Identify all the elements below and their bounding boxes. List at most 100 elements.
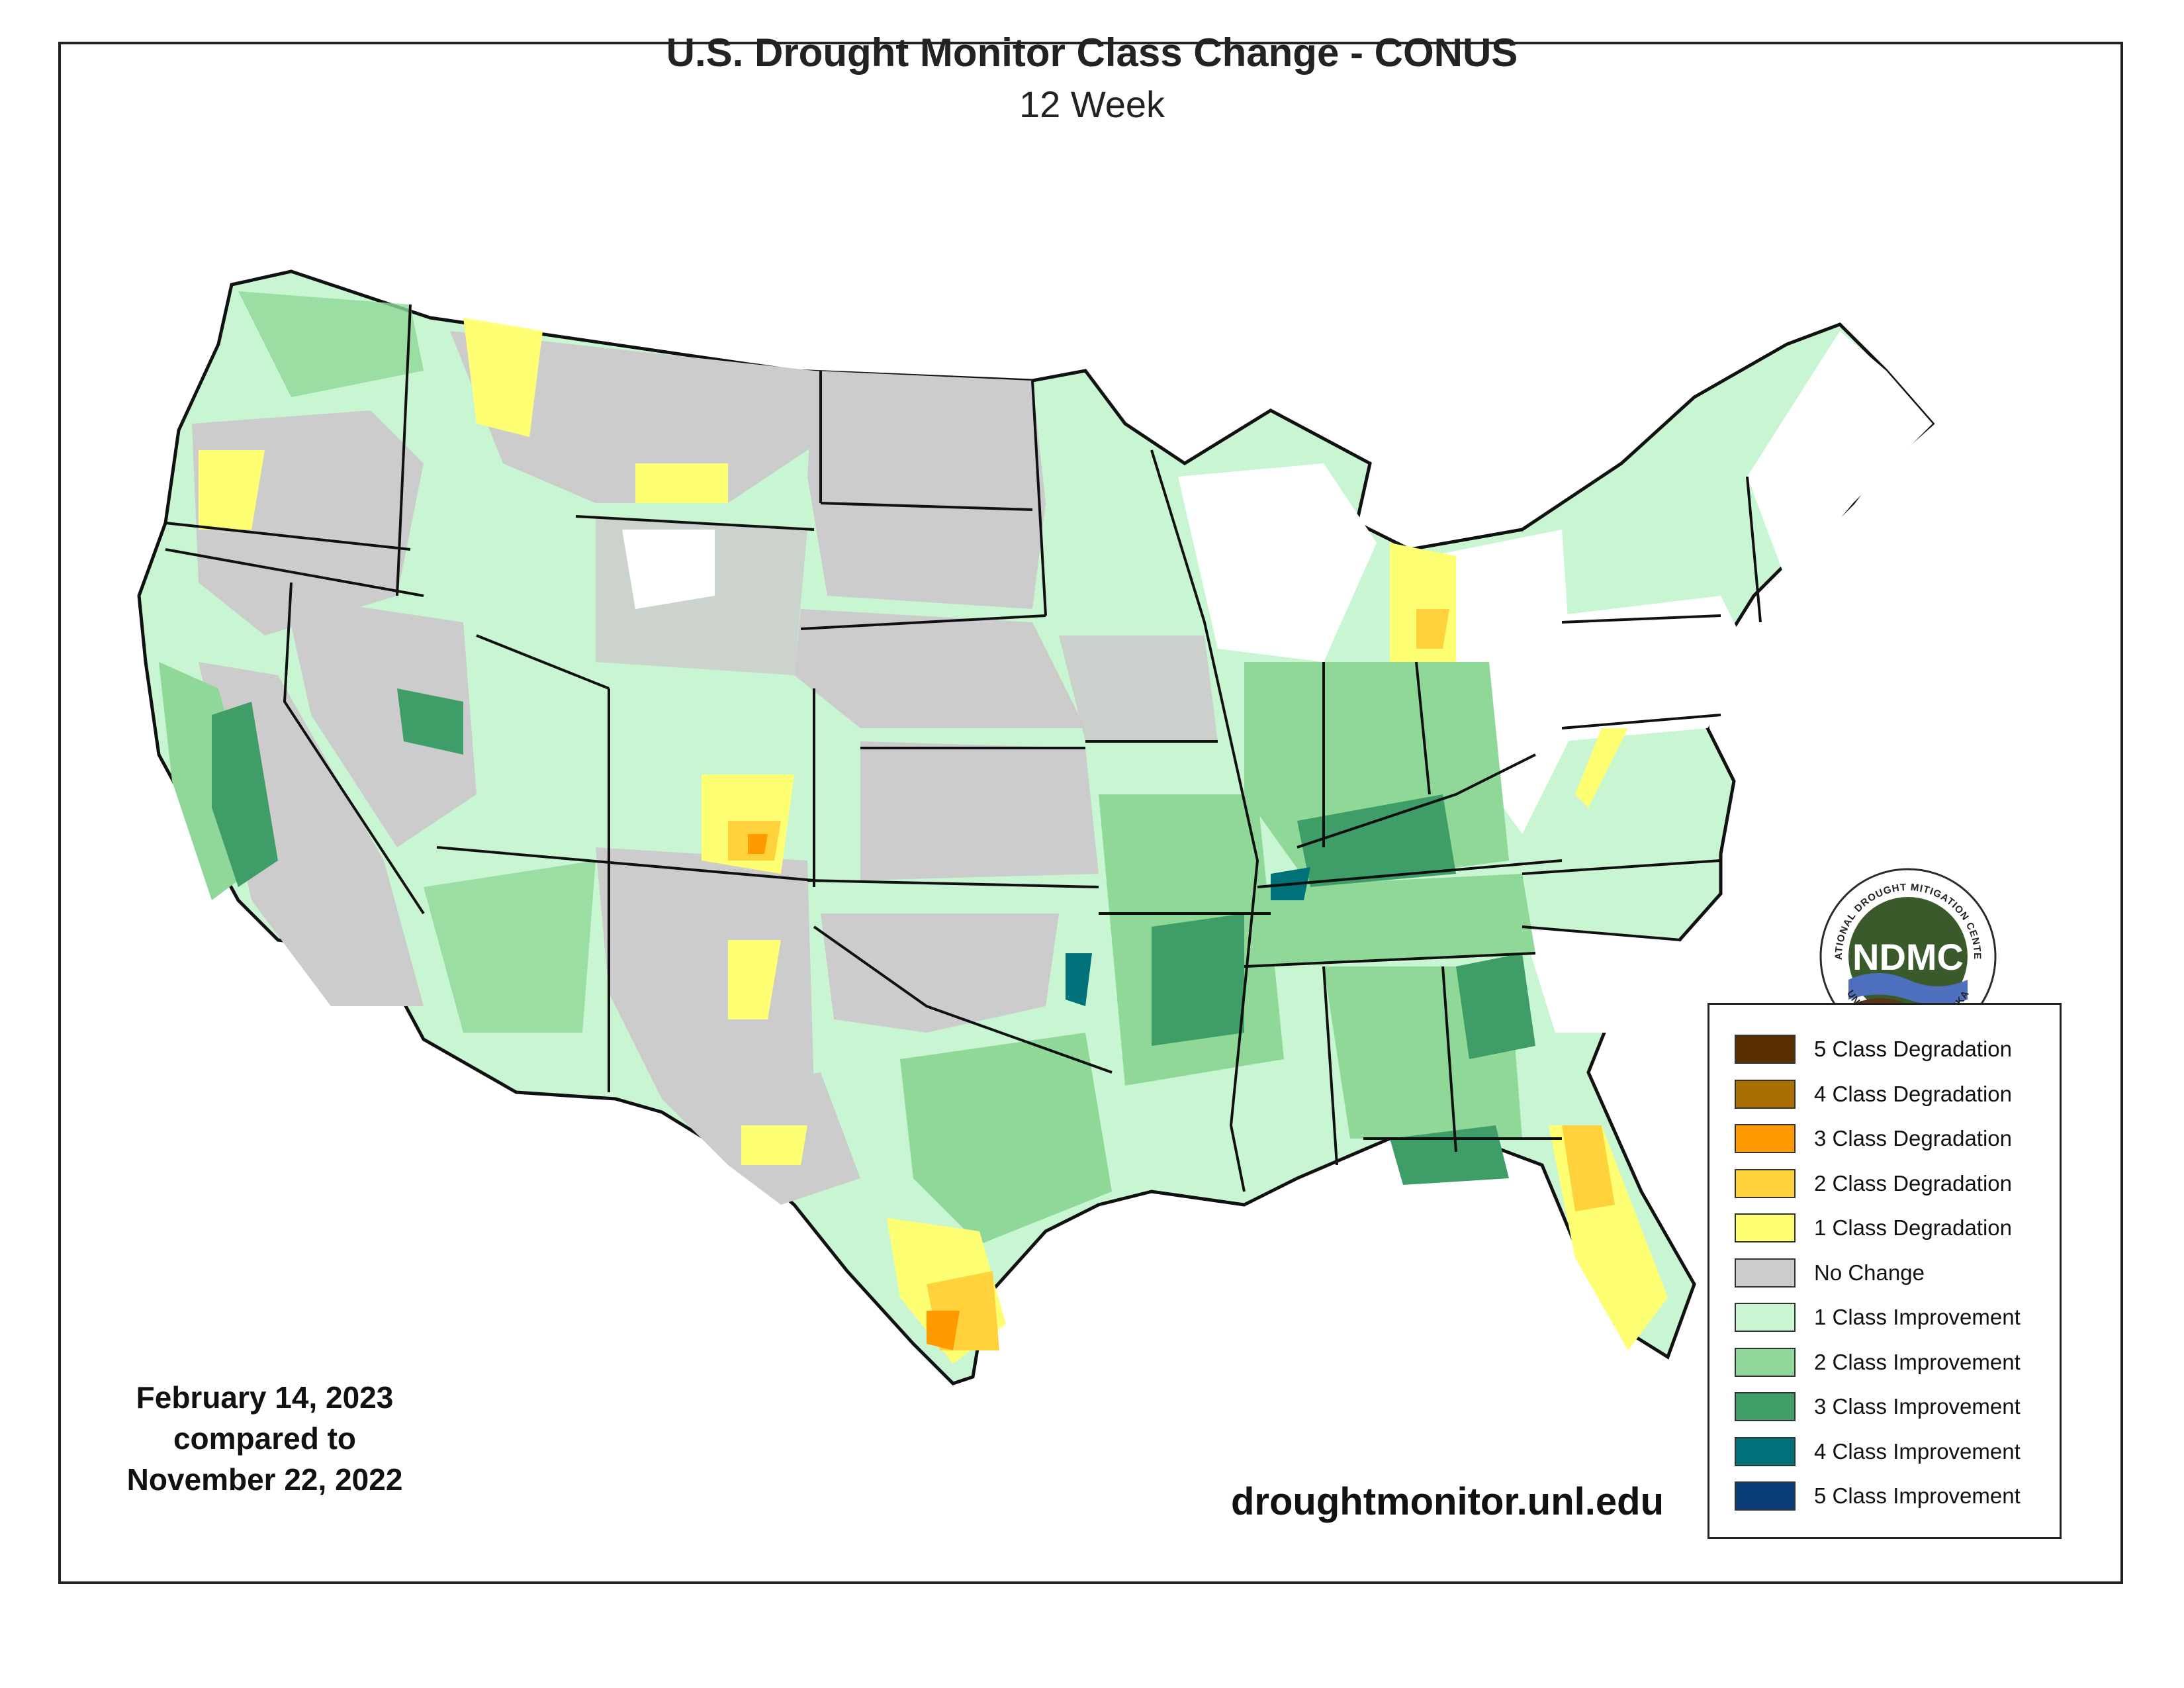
- legend-item-no-change: No Change: [1735, 1255, 1925, 1291]
- legend-swatch: [1735, 1437, 1796, 1466]
- boundary-4corners-ew: [436, 846, 815, 882]
- no-change-nebraska: [794, 609, 1085, 728]
- white-ohio-valley: [1430, 530, 1575, 834]
- deg1-oregon: [199, 450, 265, 530]
- boundary-pa-ny: [1561, 614, 1721, 624]
- date-previous: November 22, 2022: [126, 1462, 403, 1497]
- boundary-nc-sc: [1522, 925, 1682, 941]
- no-change-montana: [450, 331, 827, 503]
- state-boundaries: [165, 304, 1762, 1192]
- legend-item-deg5: 5 Class Degradation: [1735, 1031, 2012, 1067]
- logo-water: [1848, 973, 1968, 1005]
- white-carolinas: [1522, 927, 1681, 1033]
- no-change-new-mexico: [596, 847, 814, 1099]
- legend-label: 1 Class Degradation: [1814, 1215, 2012, 1240]
- legend-label: 2 Class Improvement: [1814, 1350, 2021, 1374]
- legend-label: 5 Class Degradation: [1814, 1037, 2012, 1061]
- legend-swatch: [1735, 1169, 1796, 1198]
- deg1-montana: [463, 318, 543, 437]
- deg1-texas-trans-pecos: [741, 1125, 807, 1165]
- legend-label: 3 Class Improvement: [1814, 1394, 2021, 1419]
- legend-swatch: [1735, 1303, 1796, 1332]
- legend-label: No Change: [1814, 1260, 1925, 1285]
- legend-label: 1 Class Improvement: [1814, 1305, 2021, 1329]
- no-change-kansas: [860, 741, 1099, 880]
- legend-item-imp2: 2 Class Improvement: [1735, 1344, 2021, 1380]
- imp2-arizona: [424, 861, 596, 1033]
- logo-text: NDMC: [1852, 936, 1964, 978]
- boundary-tn-south: [1244, 952, 1536, 968]
- legend-swatch: [1735, 1258, 1796, 1288]
- deg3-south-texas: [927, 1311, 960, 1350]
- legend-swatch: [1735, 1348, 1796, 1377]
- no-change-oklahoma: [821, 914, 1059, 1033]
- legend: 5 Class Degradation 4 Class Degradation …: [1707, 1003, 2062, 1539]
- website-link[interactable]: droughtmonitor.unl.edu: [1231, 1480, 1664, 1523]
- legend-label: 2 Class Degradation: [1814, 1171, 2012, 1196]
- boundary-ok-tx: [813, 925, 1113, 1074]
- legend-item-imp3: 3 Class Improvement: [1735, 1389, 2021, 1425]
- comparison-dates: February 14, 2023 compared to November 2…: [40, 1377, 490, 1500]
- boundary-id-west: [396, 304, 412, 596]
- deg2-michigan: [1416, 609, 1449, 649]
- deg3-colorado: [748, 834, 768, 854]
- boundary-mississippi-river: [1203, 622, 1259, 1192]
- deg1-wyoming: [635, 463, 728, 503]
- white-regions: [622, 331, 1933, 1033]
- legend-item-imp1: 1 Class Improvement: [1735, 1299, 2021, 1335]
- boundary-ca-nv: [283, 582, 425, 915]
- no-change-dakotas: [807, 371, 1046, 609]
- deg2-florida: [1562, 1125, 1615, 1211]
- deg1-west-virginia: [1575, 728, 1628, 808]
- deg1-new-mexico: [728, 940, 781, 1019]
- white-wyoming-spot: [622, 530, 715, 609]
- no-change-iowa: [1059, 635, 1218, 741]
- imp3-panhandle: [1390, 1125, 1509, 1185]
- legend-swatch: [1735, 1080, 1796, 1109]
- map-title: U.S. Drought Monitor Class Change - CONU…: [666, 30, 1518, 75]
- no-change-great-basin: [285, 596, 477, 847]
- imp3-arkansas: [1152, 914, 1244, 1046]
- white-new-england: [1747, 331, 1933, 583]
- imp2-washington: [238, 291, 424, 397]
- legend-swatch: [1735, 1392, 1796, 1421]
- boundary-wi-mn: [1150, 449, 1206, 623]
- boundary-ms-al: [1322, 966, 1338, 1166]
- boundary-al-ga: [1441, 966, 1457, 1152]
- legend-swatch: [1735, 1124, 1796, 1153]
- boundary-new-england: [1746, 476, 1762, 623]
- boundary-pa-south: [1561, 714, 1721, 729]
- legend-label: 4 Class Degradation: [1814, 1082, 2012, 1106]
- imp2-tennessee: [1257, 874, 1535, 966]
- boundary-in-oh: [1415, 661, 1431, 795]
- improvement-3-regions: [212, 688, 1535, 1185]
- boundary-dakotas-mn: [1031, 380, 1047, 616]
- legend-label: 4 Class Improvement: [1814, 1439, 2021, 1464]
- degradation-3-regions: [748, 834, 960, 1350]
- imp3-kentucky: [1297, 794, 1456, 887]
- legend-item-deg2: 2 Class Degradation: [1735, 1166, 2012, 1201]
- date-compared-to: compared to: [173, 1421, 357, 1456]
- boundary-ut-north: [476, 634, 610, 690]
- no-change-regions: [192, 331, 1218, 1205]
- boundary-sd-ne: [800, 614, 1046, 630]
- legend-item-imp5: 5 Class Improvement: [1735, 1478, 2021, 1514]
- legend-swatch: [1735, 1213, 1796, 1243]
- imp2-texas: [900, 1033, 1112, 1244]
- legend-label: 5 Class Improvement: [1814, 1483, 2021, 1508]
- legend-item-deg4: 4 Class Degradation: [1735, 1076, 2012, 1112]
- boundary-wa-or: [165, 522, 411, 551]
- boundary-nd-sd: [820, 502, 1033, 511]
- legend-label: 3 Class Degradation: [1814, 1126, 2012, 1150]
- legend-item-imp4: 4 Class Improvement: [1735, 1434, 2021, 1470]
- boundary-or-ca-nv: [165, 548, 424, 597]
- imp3-central-valley: [212, 702, 278, 887]
- legend-item-deg3: 3 Class Degradation: [1735, 1121, 2012, 1156]
- white-great-lakes: [1178, 463, 1377, 662]
- boundary-ks-ok: [807, 879, 1099, 888]
- white-northeast: [1555, 596, 1754, 741]
- boundary-mt-wy: [575, 515, 815, 531]
- imp3-nevada: [397, 688, 463, 755]
- map-subtitle: 12 Week: [1019, 83, 1165, 125]
